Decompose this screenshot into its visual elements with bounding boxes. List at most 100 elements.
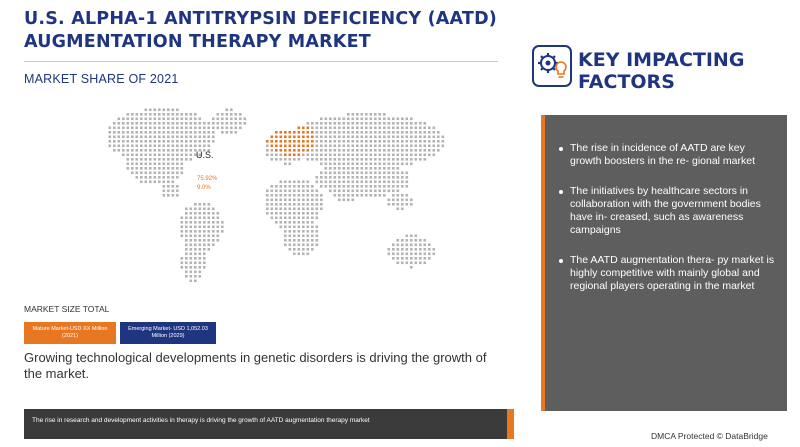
map-dot bbox=[360, 176, 364, 179]
map-dot bbox=[311, 221, 314, 224]
map-dot bbox=[180, 234, 184, 238]
map-dot bbox=[198, 212, 202, 215]
map-dot bbox=[423, 149, 427, 152]
map-dot bbox=[360, 153, 364, 157]
map-dot bbox=[185, 234, 188, 238]
map-dot bbox=[351, 176, 355, 179]
map-dot-highlight bbox=[311, 140, 314, 143]
map-dot-highlight bbox=[297, 149, 301, 152]
map-dot bbox=[293, 216, 296, 220]
map-dot bbox=[414, 131, 418, 134]
map-dot bbox=[194, 243, 197, 247]
map-dot-highlight bbox=[293, 144, 296, 148]
map-dot bbox=[378, 113, 382, 116]
map-dot bbox=[185, 221, 188, 224]
map-dot bbox=[207, 149, 211, 152]
map-dot bbox=[333, 176, 337, 179]
map-dot bbox=[401, 180, 404, 184]
map-dot bbox=[342, 149, 346, 152]
map-dot bbox=[288, 239, 292, 242]
map-dot bbox=[333, 180, 337, 184]
map-dot bbox=[185, 126, 188, 130]
map-dot bbox=[198, 131, 202, 134]
map-dot bbox=[347, 153, 350, 157]
map-dot bbox=[387, 144, 391, 148]
map-dot bbox=[225, 126, 229, 130]
map-dot bbox=[338, 117, 341, 121]
map-dot bbox=[122, 140, 125, 143]
map-dot bbox=[306, 212, 310, 215]
map-dot bbox=[185, 212, 188, 215]
map-dot bbox=[194, 275, 197, 278]
map-dot bbox=[392, 131, 395, 134]
map-dot bbox=[203, 234, 206, 238]
map-dot bbox=[131, 149, 134, 152]
map-dot bbox=[167, 185, 170, 188]
map-dot bbox=[126, 149, 130, 152]
map-dot bbox=[396, 140, 400, 143]
map-dot bbox=[144, 135, 148, 139]
map-dot bbox=[329, 185, 332, 188]
map-dot bbox=[288, 207, 292, 211]
map-dot bbox=[405, 180, 409, 184]
map-dot bbox=[324, 162, 328, 166]
map-dot bbox=[189, 131, 193, 134]
map-dot bbox=[144, 144, 148, 148]
map-dot bbox=[167, 140, 170, 143]
map-dot bbox=[387, 131, 391, 134]
map-dot bbox=[198, 261, 202, 265]
map-dot bbox=[288, 162, 292, 166]
map-dot bbox=[144, 117, 148, 121]
map-dot bbox=[212, 135, 215, 139]
map-dot bbox=[117, 131, 121, 134]
map-dot bbox=[342, 180, 346, 184]
map-dot bbox=[153, 135, 157, 139]
map-dot bbox=[419, 261, 422, 265]
map-dot bbox=[149, 162, 152, 166]
map-dot bbox=[401, 171, 404, 175]
map-dot bbox=[158, 153, 161, 157]
map-dot bbox=[230, 117, 233, 121]
map-dot bbox=[333, 153, 337, 157]
map-dot bbox=[374, 158, 377, 161]
map-dot bbox=[198, 117, 202, 121]
map-dot bbox=[383, 171, 386, 175]
map-dot bbox=[378, 194, 382, 197]
map-dot bbox=[396, 153, 400, 157]
map-dot bbox=[122, 131, 125, 134]
map-dot bbox=[378, 140, 382, 143]
map-dot bbox=[365, 162, 368, 166]
map-dot bbox=[405, 252, 409, 256]
map-dot bbox=[311, 203, 314, 206]
page-title: U.S. ALPHA-1 ANTITRYPSIN DEFICIENCY (AAT… bbox=[24, 8, 524, 54]
map-dot-highlight bbox=[279, 149, 283, 152]
map-dot bbox=[387, 126, 391, 130]
map-dot bbox=[333, 171, 337, 175]
map-dot bbox=[347, 162, 350, 166]
map-dot bbox=[324, 117, 328, 121]
world-dot-map bbox=[108, 108, 445, 283]
map-dot bbox=[338, 194, 341, 197]
map-dot bbox=[396, 239, 400, 242]
map-dot bbox=[293, 221, 296, 224]
map-dot bbox=[198, 270, 202, 274]
map-dot bbox=[176, 171, 179, 175]
map-dot bbox=[194, 252, 197, 256]
map-dot bbox=[117, 144, 121, 148]
map-dot bbox=[144, 176, 148, 179]
map-dot bbox=[203, 140, 206, 143]
map-dot bbox=[441, 135, 445, 139]
map-dot bbox=[302, 203, 305, 206]
map-dot bbox=[405, 117, 409, 121]
map-dot bbox=[194, 122, 197, 125]
map-dot bbox=[171, 158, 175, 161]
emerging-market-box: Emerging Market- USD 1,052.03 Million (2… bbox=[120, 322, 216, 344]
map-dot bbox=[333, 149, 337, 152]
map-dot bbox=[225, 122, 229, 125]
map-dot bbox=[383, 180, 386, 184]
map-dot bbox=[162, 194, 166, 197]
map-dot bbox=[117, 135, 121, 139]
map-dot bbox=[414, 144, 418, 148]
map-dot bbox=[198, 216, 202, 220]
map-dot bbox=[212, 221, 215, 224]
